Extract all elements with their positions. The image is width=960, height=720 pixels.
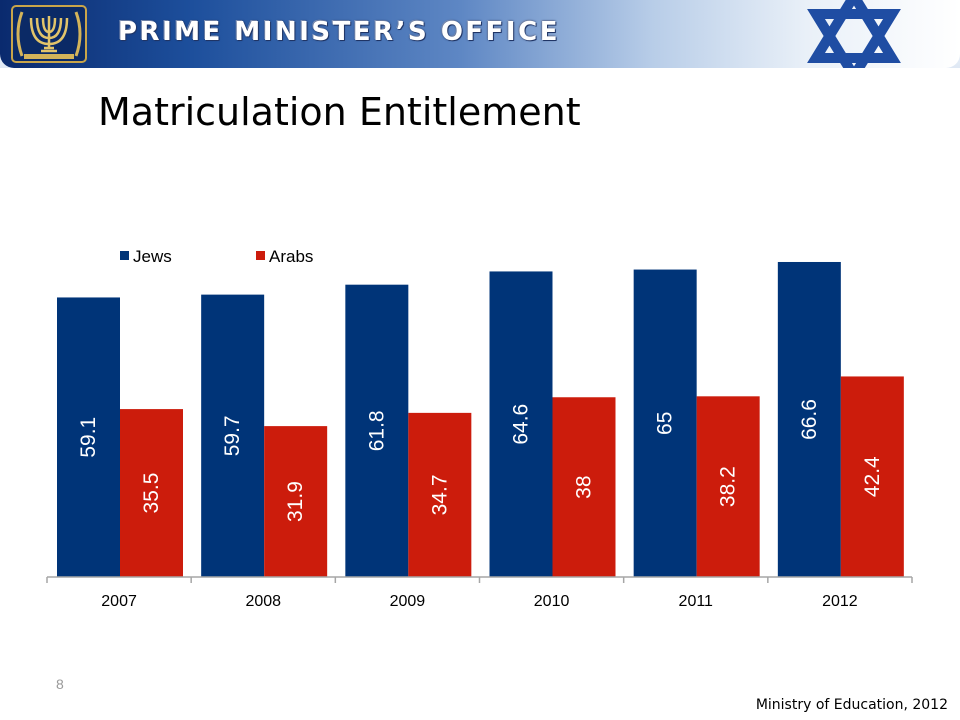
x-tick-label-2009: 2009 — [390, 593, 426, 610]
value-label-jews-2007: 59.1 — [77, 417, 100, 458]
chart-bars — [57, 261, 904, 577]
value-label-arabs-2007: 35.5 — [140, 473, 163, 514]
x-tick-label-2010: 2010 — [534, 593, 570, 610]
x-tick-label-2008: 2008 — [245, 593, 281, 610]
bar-jews-2012 — [777, 261, 841, 577]
bar-arabs-2009 — [408, 412, 472, 577]
legend-label-arabs: Arabs — [269, 247, 313, 266]
source-note: Ministry of Education, 2012 — [755, 697, 948, 713]
banner-title: PRIME MINISTER’S OFFICE — [118, 17, 560, 47]
legend-swatch-arabs — [256, 251, 265, 260]
bar-arabs-2007 — [120, 409, 183, 577]
bar-arabs-2008 — [264, 426, 328, 577]
bar-arabs-2011 — [696, 396, 760, 577]
bar-jews-2011 — [633, 269, 697, 577]
chart-axis: 2007 2008 2009 2010 2011 2012 — [46, 576, 913, 610]
value-label-jews-2010: 64.6 — [510, 404, 533, 445]
value-label-arabs-2010: 38 — [573, 475, 596, 498]
bar-arabs-2010 — [552, 397, 616, 577]
legend-label-jews: Jews — [133, 247, 172, 266]
bar-jews-2009 — [345, 284, 409, 577]
value-label-jews-2012: 66.6 — [798, 399, 821, 440]
x-tick-label-2007: 2007 — [101, 593, 137, 610]
star-of-david-icon — [807, 0, 901, 68]
slide-number: 8 — [56, 676, 64, 692]
banner-bar — [0, 0, 960, 68]
bar-jews-2010 — [489, 271, 553, 577]
chart-legend: Jews Arabs — [120, 247, 313, 266]
legend-swatch-jews — [120, 251, 129, 260]
x-tick-label-2012: 2012 — [822, 593, 858, 610]
bar-jews-2007 — [57, 297, 120, 577]
x-tick-label-2011: 2011 — [679, 593, 714, 610]
value-label-arabs-2009: 34.7 — [428, 474, 451, 515]
bar-chart: Jews Arabs 59.1 35.5 59.7 31.9 61.8 34.7 64.6 38… — [46, 247, 913, 610]
header-banner: PRIME MINISTER’S OFFICE — [0, 0, 960, 68]
bar-jews-2008 — [201, 294, 265, 577]
chart-value-labels: 59.1 35.5 59.7 31.9 61.8 34.7 64.6 38 65 38.2 66.6… — [77, 399, 884, 522]
value-label-arabs-2008: 31.9 — [284, 481, 307, 522]
value-label-jews-2011: 65 — [654, 412, 677, 435]
value-label-jews-2008: 59.7 — [221, 415, 244, 456]
slide-title: Matriculation Entitlement — [98, 90, 581, 134]
menorah-emblem-icon — [11, 5, 87, 63]
bar-arabs-2012 — [840, 376, 904, 577]
value-label-arabs-2011: 38.2 — [717, 466, 740, 507]
value-label-jews-2009: 61.8 — [365, 410, 388, 451]
value-label-arabs-2012: 42.4 — [861, 456, 884, 497]
